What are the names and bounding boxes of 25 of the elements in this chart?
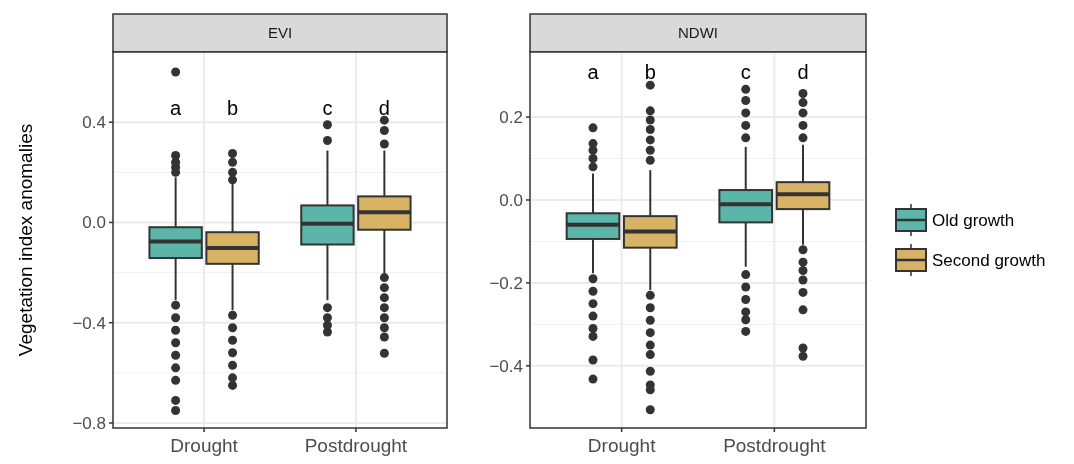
y-tick-label: 0.0: [82, 213, 106, 233]
annotation: d: [797, 61, 809, 83]
y-tick-label: 0.2: [499, 108, 523, 128]
annotation: c: [740, 61, 751, 83]
legend-label: Second growth: [932, 250, 1046, 270]
y-tick-label: −0.8: [72, 413, 106, 433]
y-tick-label: −0.4: [489, 356, 523, 376]
chart-title: NDWI: [678, 24, 718, 42]
annotation: b: [226, 97, 239, 119]
annotation: a: [587, 61, 600, 83]
x-tick-label: Postdrought: [304, 435, 408, 456]
y-axis-title: Vegetation index anomalies: [15, 123, 36, 357]
annotation: a: [170, 97, 183, 119]
x-tick-label: Drought: [170, 435, 239, 456]
annotation: d: [378, 97, 390, 119]
y-tick-label: 0.0: [499, 190, 523, 210]
x-tick-label: Drought: [587, 435, 657, 456]
chart-title: EVI: [267, 24, 293, 42]
y-tick-label: 0.4: [82, 113, 106, 133]
annotation: c: [322, 97, 333, 119]
x-tick-label: Postdrought: [723, 435, 827, 456]
y-tick-label: −0.4: [72, 313, 106, 333]
y-tick-label: −0.2: [489, 273, 523, 293]
legend-label: Old growth: [932, 210, 1015, 230]
annotation: b: [644, 61, 656, 83]
